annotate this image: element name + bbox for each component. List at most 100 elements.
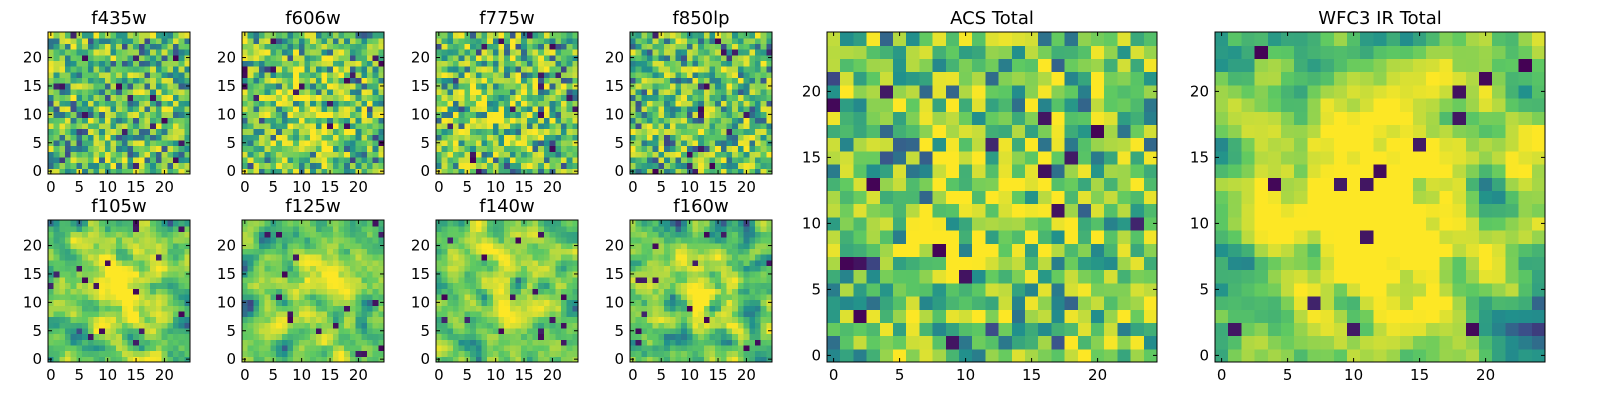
heatmap-cell — [270, 310, 277, 318]
heatmap-cell — [172, 231, 180, 238]
heatmap-cell — [669, 310, 677, 318]
heatmap-cell — [155, 237, 163, 244]
heatmap-cell — [470, 242, 477, 249]
heatmap-cell — [732, 105, 739, 113]
heatmap-cell — [658, 128, 665, 135]
heatmap-cell — [127, 339, 134, 346]
heatmap-cell — [172, 333, 180, 340]
heatmap-cell — [104, 100, 112, 107]
heatmap-cell — [475, 94, 483, 101]
heatmap-cell — [138, 117, 146, 124]
heatmap-cell — [664, 83, 671, 90]
heatmap-cell — [378, 288, 385, 295]
heatmap-cell — [281, 49, 289, 56]
heatmap-cell — [481, 117, 488, 124]
heatmap-cell — [144, 111, 151, 118]
heatmap-cell — [99, 37, 106, 44]
heatmap-cell — [167, 32, 174, 39]
heatmap-cell — [161, 49, 168, 56]
heatmap-cell — [133, 288, 140, 295]
heatmap-cell — [754, 339, 762, 346]
heatmap-cell — [698, 350, 705, 357]
heatmap-cell — [59, 71, 66, 79]
heatmap-cell — [715, 162, 722, 169]
heatmap-cell — [150, 32, 157, 39]
heatmap-cell — [447, 162, 454, 169]
heatmap-cell — [504, 327, 511, 335]
heatmap-cell — [349, 100, 357, 107]
heatmap-cell — [242, 151, 249, 158]
heatmap-cell — [127, 356, 134, 363]
heatmap-cell — [754, 344, 762, 352]
heatmap-cell — [167, 293, 174, 301]
heatmap-cell — [310, 43, 317, 50]
heatmap-cell — [82, 145, 89, 152]
heatmap-cell — [498, 168, 505, 175]
heatmap-cell — [560, 237, 568, 244]
heatmap-cell — [76, 350, 83, 357]
heatmap-cell — [48, 49, 55, 56]
heatmap-cell — [127, 134, 134, 141]
heatmap-cell — [264, 88, 271, 96]
heatmap-cell — [247, 128, 254, 135]
heatmap-cell — [521, 237, 528, 244]
heatmap-cell — [87, 66, 95, 73]
heatmap-cell — [155, 111, 163, 118]
heatmap-cell — [281, 77, 289, 84]
heatmap-cell — [532, 293, 539, 301]
heatmap-cell — [737, 276, 745, 284]
heatmap-cell — [521, 100, 528, 107]
heatmap-cell — [293, 117, 300, 124]
heatmap-cell — [498, 339, 505, 346]
heatmap-cell — [167, 105, 174, 113]
heatmap-cell — [110, 66, 117, 73]
heatmap-cell — [709, 156, 716, 164]
heatmap-cell — [698, 145, 705, 152]
heatmap-cell — [321, 327, 328, 335]
heatmap-cell — [276, 77, 283, 84]
heatmap-cell — [560, 94, 568, 101]
heatmap-cell — [304, 242, 311, 249]
heatmap-cell — [504, 139, 511, 147]
heatmap-cell — [641, 168, 648, 175]
heatmap-cell — [104, 117, 112, 124]
heatmap-cell — [93, 293, 100, 301]
heatmap-cell — [53, 350, 60, 357]
heatmap-cell — [652, 43, 659, 50]
heatmap-cell — [470, 316, 477, 323]
heatmap-cell — [675, 156, 682, 164]
heatmap-cell — [138, 322, 146, 329]
heatmap-cell — [82, 344, 89, 352]
heatmap-cell — [150, 128, 157, 135]
heatmap-cell — [99, 316, 106, 323]
heatmap-cell — [82, 333, 89, 340]
heatmap-cell — [59, 66, 66, 73]
heatmap-cell — [549, 237, 556, 244]
heatmap-cell — [366, 60, 374, 67]
heatmap-cell — [453, 322, 460, 329]
heatmap-cell — [669, 139, 677, 147]
heatmap-cell — [703, 282, 711, 289]
heatmap-cell — [349, 293, 357, 301]
heatmap-cell — [48, 128, 55, 135]
heatmap-cell — [242, 237, 249, 244]
heatmap-cell — [321, 299, 328, 306]
heatmap-cell — [538, 139, 545, 147]
heatmap-cell — [276, 333, 283, 340]
heatmap-cell — [658, 156, 665, 164]
heatmap-cell — [172, 339, 180, 346]
heatmap-cell — [436, 77, 443, 84]
heatmap-cell — [65, 145, 72, 152]
heatmap-cell — [538, 49, 545, 56]
heatmap-cell — [53, 288, 60, 295]
heatmap-cell — [766, 32, 773, 39]
heatmap-cell — [144, 220, 151, 227]
heatmap-cell — [349, 316, 357, 323]
heatmap-cell — [110, 316, 117, 323]
heatmap-cell — [93, 162, 100, 169]
heatmap-cell — [549, 145, 556, 152]
heatmap-cell — [82, 105, 89, 113]
heatmap-cell — [453, 37, 460, 44]
heatmap-cell — [641, 339, 648, 346]
heatmap-cell — [304, 168, 311, 175]
